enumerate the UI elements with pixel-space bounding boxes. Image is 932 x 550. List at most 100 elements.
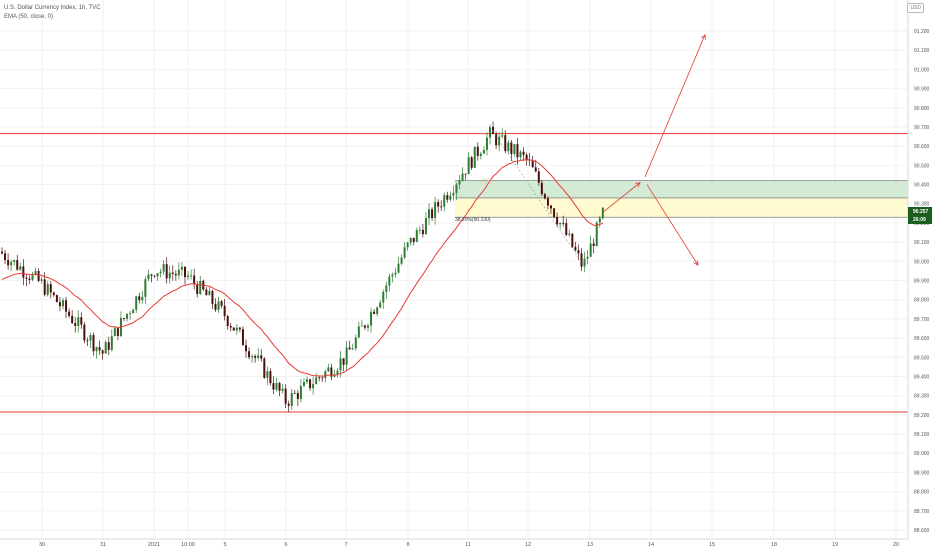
candle-up (458, 180, 461, 185)
fib-label-main: 38.20%(90.230) (455, 217, 491, 223)
candle-up (177, 269, 180, 276)
candle-down (495, 133, 498, 146)
candle-down (196, 284, 199, 294)
candle-up (266, 371, 269, 378)
ema-indicator-label[interactable]: EMA (50, close, 0) (4, 14, 54, 20)
candle-up (391, 274, 394, 277)
candle-down (49, 284, 52, 293)
candle-up (95, 347, 98, 352)
y-tick-label: 88.600 (914, 528, 930, 534)
candle-up (388, 276, 391, 286)
candle-up (379, 302, 382, 308)
candle-down (348, 347, 351, 350)
ema-line (1, 159, 604, 377)
candle-up (339, 358, 342, 371)
candle-up (586, 256, 589, 259)
candle-down (330, 367, 333, 377)
candle-down (476, 146, 479, 156)
candle-down (232, 327, 235, 331)
candle-down (226, 316, 229, 327)
candle-up (275, 382, 278, 390)
candle-down (171, 272, 174, 274)
candle-down (571, 233, 574, 247)
y-tick-label: 89.600 (914, 336, 930, 342)
candle-down (464, 173, 467, 175)
candle-up (77, 317, 80, 326)
candle-down (220, 301, 223, 306)
candle-down (205, 289, 208, 296)
currency-badge[interactable]: USD (907, 3, 924, 13)
candle-down (269, 371, 272, 384)
y-tick-label: 91.100 (914, 48, 930, 54)
candle-up (113, 328, 116, 337)
candle-up (190, 275, 193, 277)
candle-down (522, 151, 525, 155)
candle-down (193, 275, 196, 285)
candle-up (19, 266, 22, 270)
candle-up (312, 384, 315, 389)
candle-down (470, 157, 473, 168)
candle-up (110, 336, 113, 350)
y-tick-label: 89.000 (914, 451, 930, 457)
candle-up (397, 263, 400, 273)
candle-down (577, 250, 580, 254)
candle-up (598, 218, 601, 223)
candle-down (580, 253, 583, 267)
candle-down (504, 135, 507, 152)
candle-down (272, 383, 275, 390)
candle-up (519, 151, 522, 158)
candle-down (74, 323, 77, 326)
candle-down (553, 208, 556, 218)
candle-up (40, 279, 43, 281)
candle-up (199, 280, 202, 294)
candle-up (257, 355, 260, 358)
candle-down (318, 377, 321, 379)
candle-up (104, 342, 107, 354)
arrow-up-projection (644, 34, 706, 178)
candle-down (80, 317, 83, 325)
candle-up (135, 296, 138, 310)
candle-up (336, 370, 339, 375)
candle-down (101, 350, 104, 354)
candle-up (568, 233, 571, 235)
candle-up (452, 192, 455, 196)
time-axis[interactable]: 30 31 2021 10:00 5 6 7 8 11 12 13 14 15 18 19 20 (39, 542, 899, 548)
candle-up (485, 137, 488, 150)
candle-down (150, 274, 153, 276)
candle-down (86, 340, 89, 342)
candle-up (290, 392, 293, 406)
candle-down (562, 223, 565, 224)
fib-connector (489, 126, 586, 268)
candle-up (589, 243, 592, 257)
candle-up (424, 218, 427, 235)
candle-up (235, 327, 238, 331)
candle-down (138, 296, 141, 301)
horizontal-levels (0, 133, 908, 413)
candle-up (351, 348, 354, 350)
candle-up (501, 135, 504, 137)
candle-down (546, 198, 549, 206)
arrow-down-projection (646, 184, 699, 266)
x-tick-label: 13 (587, 542, 593, 548)
x-tick-label: 8 (406, 542, 409, 548)
y-tick-label: 90.600 (914, 144, 930, 150)
grid (0, 0, 908, 539)
candle-up (354, 337, 357, 349)
candle-down (309, 379, 312, 389)
symbol-title[interactable]: U.S. Dollar Currency Index, 1h, TVC (4, 5, 101, 11)
x-tick-label: 30 (39, 542, 45, 548)
candle-up (217, 301, 220, 310)
y-tick-label: 89.400 (914, 374, 930, 380)
candle-down (412, 237, 415, 242)
y-tick-label: 89.200 (914, 413, 930, 419)
price-tag-bg (908, 206, 932, 224)
price-axis[interactable]: 91.200 91.100 91.000 90.900 90.800 90.700 90.6… (914, 29, 930, 534)
candle-down (174, 273, 177, 276)
candle-up (89, 335, 92, 341)
candle-down (116, 328, 119, 336)
candle-up (406, 242, 409, 248)
last-price-tag: 90.257 26:09 (908, 206, 932, 224)
x-tick-label: 7 (344, 542, 347, 548)
